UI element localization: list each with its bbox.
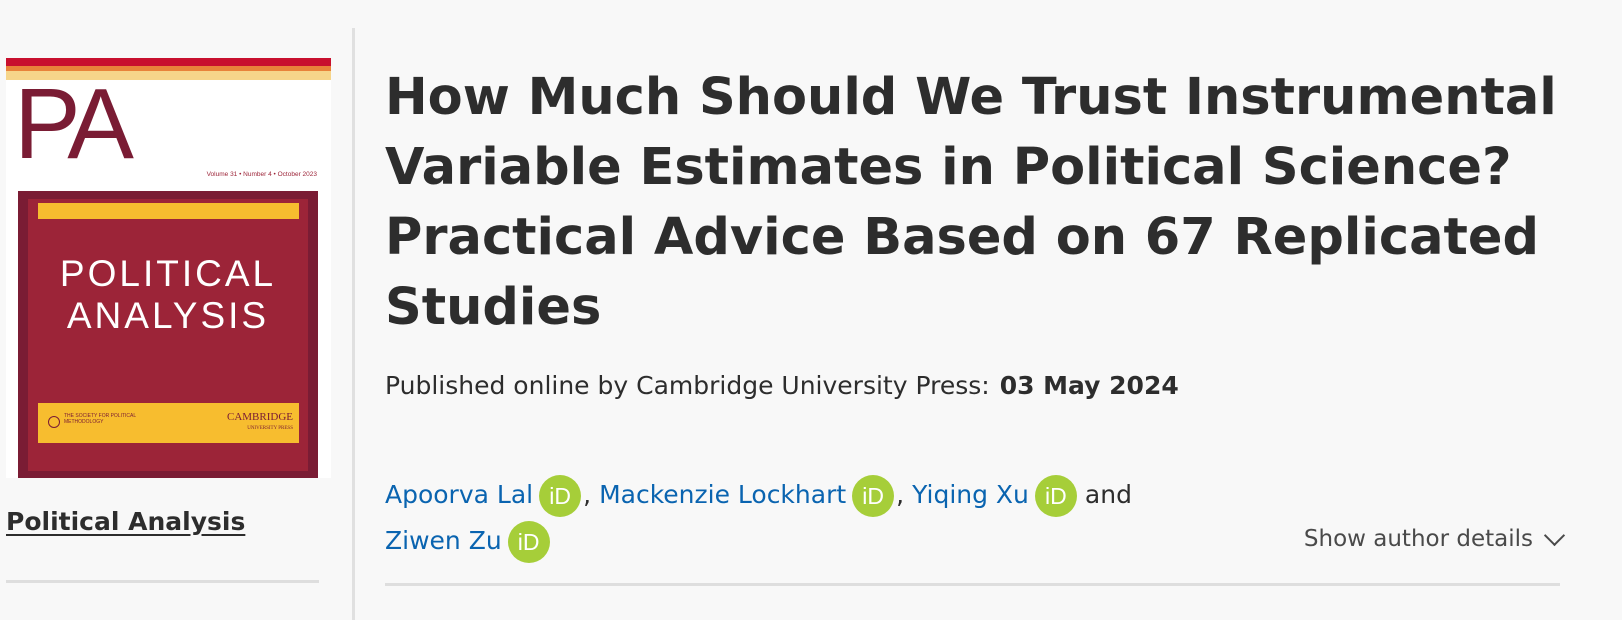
left-divider: [6, 580, 319, 583]
author-list: Apoorva Lal iD, Mackenzie Lockhart iD, Yiqin…: [385, 472, 1285, 564]
author-conjunction: and: [1084, 480, 1132, 509]
published-label: Published online by Cambridge University…: [385, 371, 990, 400]
cover-yellow-band-bottom: [38, 403, 299, 443]
journal-cover-image[interactable]: PA Volume 31 • Number 4 • October 2023 P…: [6, 58, 331, 478]
society-seal-icon: [48, 416, 60, 428]
orcid-icon[interactable]: iD: [1034, 475, 1077, 517]
published-info: Published online by Cambridge University…: [385, 371, 1179, 400]
cover-volume-line: Volume 31 • Number 4 • October 2023: [206, 171, 317, 178]
author-link[interactable]: Apoorva Lal: [385, 480, 534, 509]
published-date: 03 May 2024: [999, 371, 1179, 400]
cover-title: POLITICAL ANALYSIS: [59, 253, 277, 336]
cover-top-stripe: [6, 58, 331, 80]
orcid-icon[interactable]: iD: [507, 521, 550, 563]
chevron-down-icon: [1543, 524, 1566, 546]
journal-cover-panel: PA Volume 31 • Number 4 • October 2023 P…: [6, 58, 331, 478]
show-author-details-label: Show author details: [1303, 526, 1533, 552]
show-author-details-toggle[interactable]: Show author details: [1303, 524, 1566, 552]
orcid-icon[interactable]: iD: [539, 475, 582, 517]
cover-yellow-band-top: [38, 203, 299, 219]
author-link[interactable]: Yiqing Xu: [912, 480, 1029, 509]
main-divider: [385, 583, 1560, 586]
cover-society-text: THE SOCIETY FOR POLITICAL METHODOLOGY: [64, 413, 136, 425]
cover-publisher-mark: CAMBRIDGE UNIVERSITY PRESS: [226, 411, 293, 432]
author-link[interactable]: Mackenzie Lockhart: [599, 480, 847, 509]
journal-name-link[interactable]: Political Analysis: [6, 507, 246, 536]
cover-logo: PA: [14, 68, 134, 180]
orcid-icon[interactable]: iD: [852, 475, 895, 517]
column-divider: [352, 28, 355, 620]
article-title: How Much Should We Trust Instrumental Va…: [385, 68, 1557, 337]
author-link[interactable]: Ziwen Zu: [385, 526, 502, 555]
